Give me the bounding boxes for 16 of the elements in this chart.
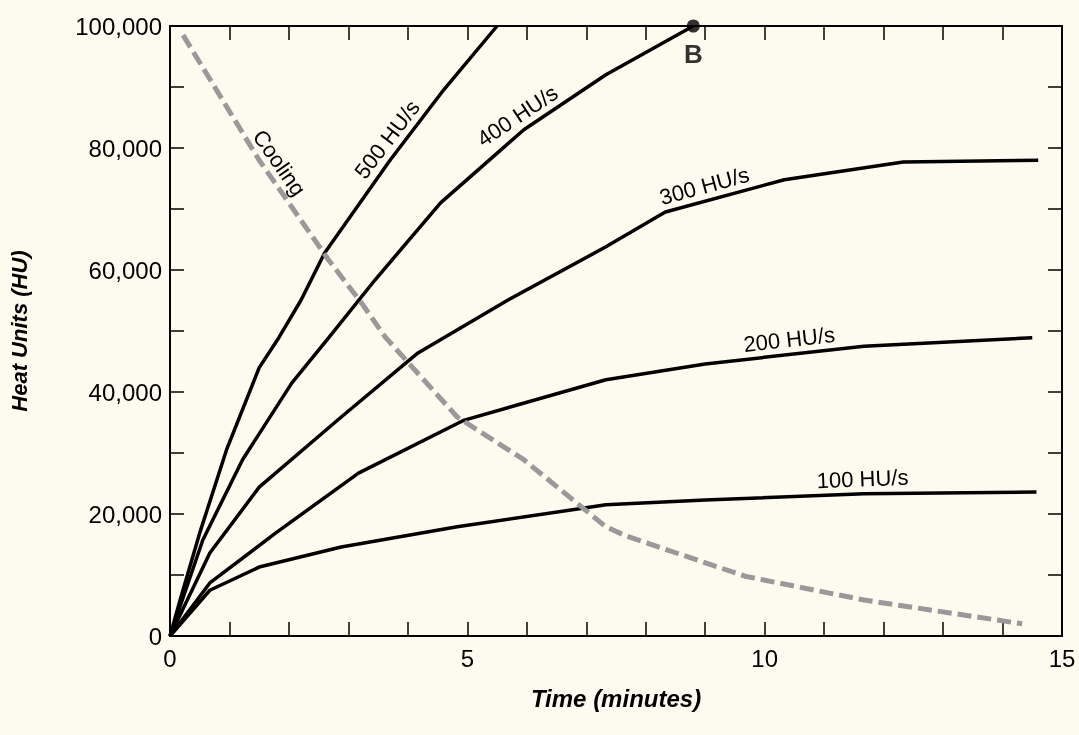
y-tick-label: 40,000	[88, 378, 162, 406]
text: 200 HU/s	[742, 321, 837, 357]
y-tick-label: 20,000	[88, 500, 162, 528]
text: 300 HU/s	[656, 161, 752, 210]
y-tick-label: 80,000	[88, 134, 162, 162]
x-tick-label: 10	[751, 644, 779, 672]
text: 400 HU/s	[472, 80, 563, 152]
x-tick-label: 5	[460, 644, 475, 672]
x-tick-label: 15	[1048, 644, 1076, 672]
annotation: B	[683, 38, 703, 69]
x-axis-title: Time (minutes)	[530, 684, 702, 712]
y-tick-label: 100,000	[75, 12, 162, 40]
series-label: 100 HU/s	[816, 464, 909, 494]
y-tick-label: 60,000	[88, 256, 162, 284]
y-tick-label: 0	[148, 622, 162, 650]
y-axis-title: Heat Units (HU)	[6, 250, 32, 412]
